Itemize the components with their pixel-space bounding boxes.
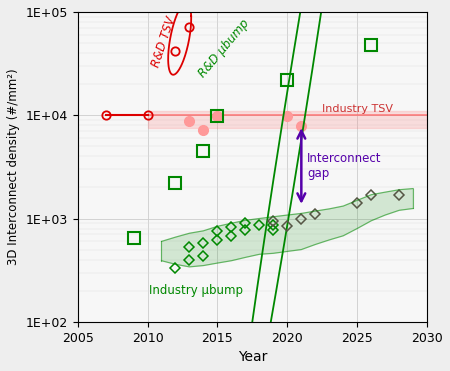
- Polygon shape: [162, 188, 413, 267]
- Bar: [148, 111, 427, 128]
- Text: Interconnect
gap: Interconnect gap: [307, 152, 382, 180]
- Text: R&D μbump: R&D μbump: [197, 17, 252, 80]
- Y-axis label: 3D Interconnect density (#/mm²): 3D Interconnect density (#/mm²): [7, 69, 20, 265]
- Text: Industry μbump: Industry μbump: [149, 285, 243, 298]
- X-axis label: Year: Year: [238, 350, 267, 364]
- Text: Industry TSV: Industry TSV: [322, 104, 393, 114]
- Text: R&D TSV: R&D TSV: [150, 15, 179, 69]
